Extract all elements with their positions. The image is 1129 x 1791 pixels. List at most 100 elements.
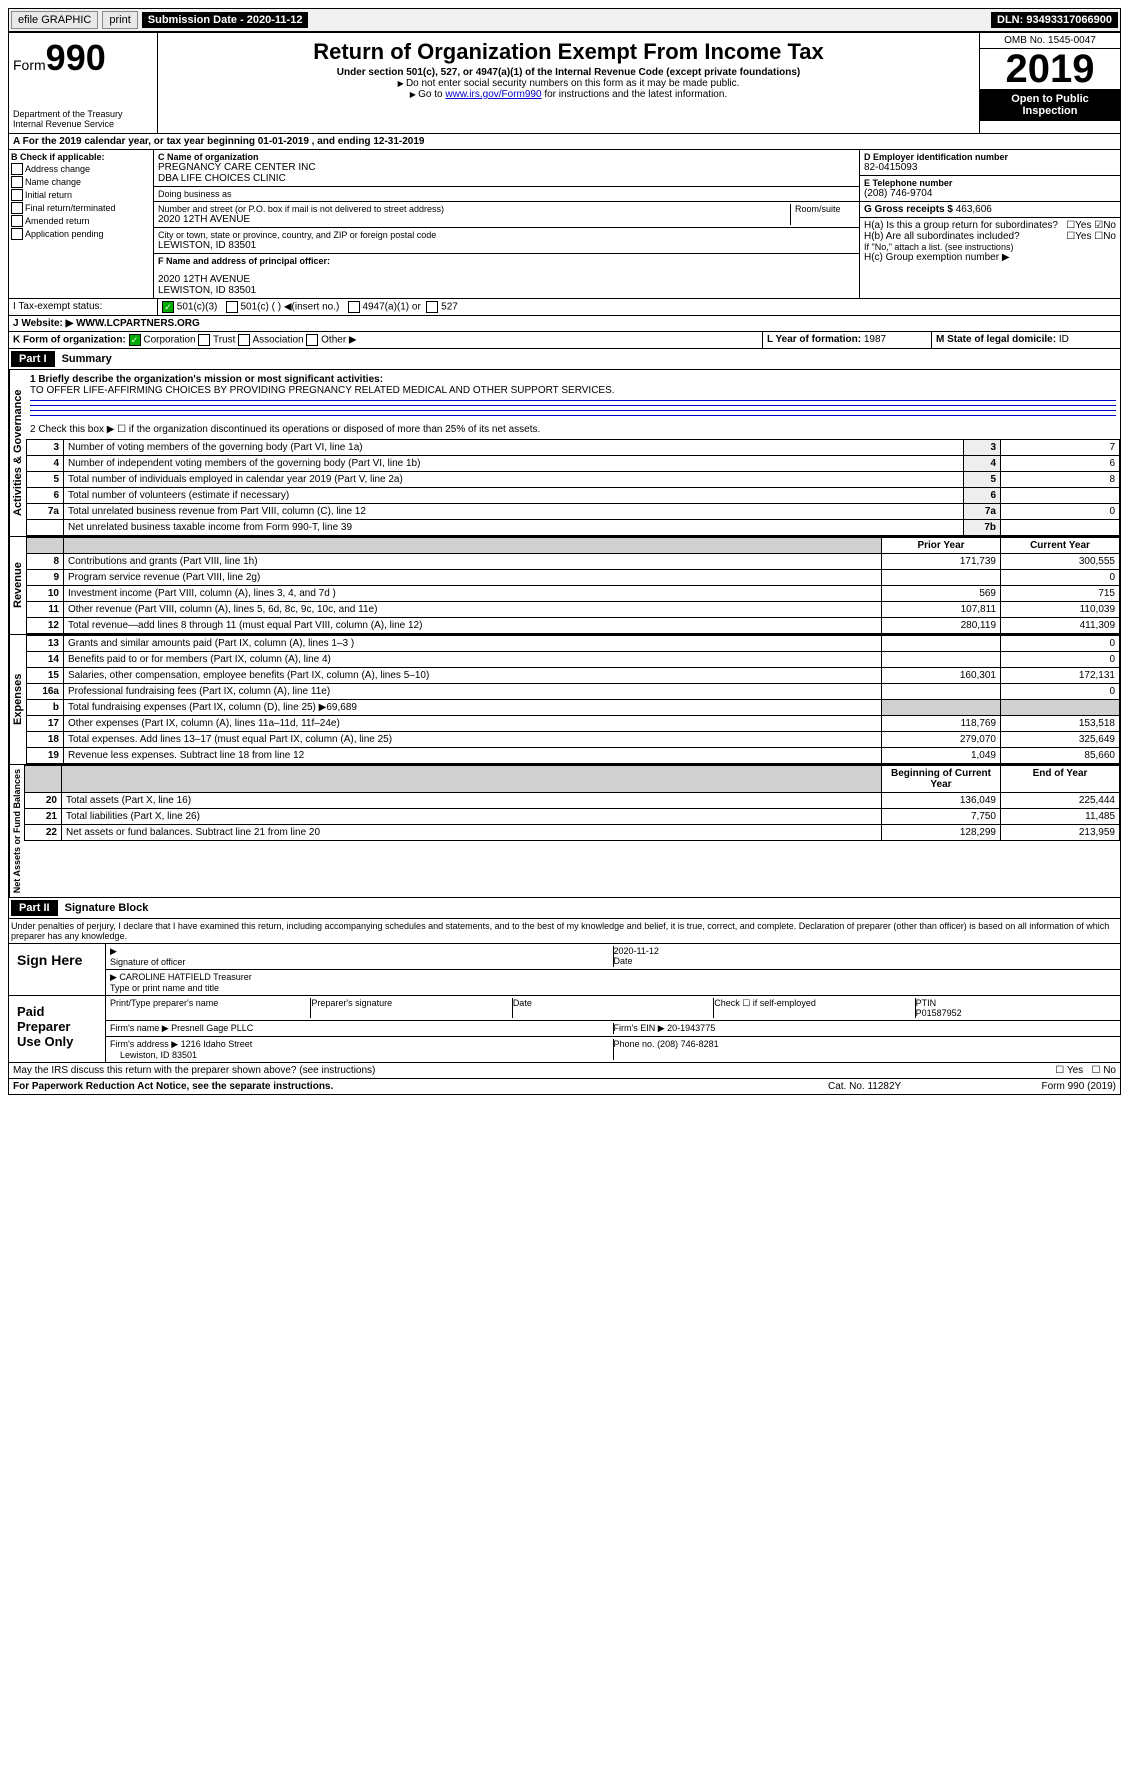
hc-label: H(c) Group exemption number [864, 252, 999, 263]
city-label: City or town, state or province, country… [158, 230, 855, 240]
officer-addr2: LEWISTON, ID 83501 [158, 285, 855, 296]
revenue-section: Revenue Prior YearCurrent Year8Contribut… [8, 537, 1121, 635]
prep-check-label: Check ☐ if self-employed [714, 998, 915, 1018]
checkbox[interactable] [11, 228, 23, 240]
part1-header-row: Part I Summary [8, 349, 1121, 370]
tax-year: 2019 [980, 49, 1120, 89]
governance-section: Activities & Governance 1 Briefly descri… [8, 370, 1121, 537]
room-label: Room/suite [790, 204, 855, 225]
check-line: Name change [11, 176, 151, 188]
c-name-label: C Name of organization [158, 152, 855, 162]
chk-assoc[interactable] [238, 334, 250, 346]
header-right: OMB No. 1545-0047 2019 Open to Public In… [979, 33, 1120, 133]
table-row: 19Revenue less expenses. Subtract line 1… [27, 748, 1120, 764]
section-i-row: I Tax-exempt status: ✓ 501(c)(3) 501(c) … [8, 299, 1121, 316]
hb-answer: ☐Yes ☐No [1066, 231, 1116, 242]
dba-label: Doing business as [158, 189, 855, 199]
chk-501c[interactable] [226, 301, 238, 313]
open-public: Open to Public Inspection [980, 89, 1120, 121]
checkbox[interactable] [11, 202, 23, 214]
check-line: Initial return [11, 189, 151, 201]
discuss-label: May the IRS discuss this return with the… [9, 1063, 1051, 1078]
table-row: 22Net assets or fund balances. Subtract … [25, 825, 1120, 841]
section-b: B Check if applicable: Address change Na… [9, 150, 154, 298]
table-row: Net unrelated business taxable income fr… [27, 520, 1120, 536]
irs-link[interactable]: www.irs.gov/Form990 [445, 89, 541, 100]
table-row: 11Other revenue (Part VIII, column (A), … [27, 602, 1120, 618]
form-subtitle: Under section 501(c), 527, or 4947(a)(1)… [162, 67, 975, 78]
table-row: 12Total revenue—add lines 8 through 11 (… [27, 618, 1120, 634]
firm-ein: 20-1943775 [667, 1023, 715, 1033]
firm-ein-label: Firm's EIN [614, 1023, 656, 1033]
opt2-note: (insert no.) [292, 302, 340, 313]
note-link: Go to www.irs.gov/Form990 for instructio… [162, 89, 975, 100]
mission-text: TO OFFER LIFE-AFFIRMING CHOICES BY PROVI… [30, 385, 1116, 396]
opt-527: 527 [441, 302, 458, 313]
line1-label: 1 Briefly describe the organization's mi… [30, 374, 1116, 385]
irs-label: Internal Revenue Service [13, 119, 153, 129]
k-label: K Form of organization: [13, 335, 126, 346]
table-header: Beginning of Current YearEnd of Year [25, 766, 1120, 793]
firm-name: Presnell Gage PLLC [171, 1023, 253, 1033]
hb-note: If "No," attach a list. (see instruction… [864, 242, 1116, 252]
m-label: M State of legal domicile: [936, 334, 1056, 345]
ha-label: H(a) Is this a group return for subordin… [864, 220, 1058, 231]
ptin: P01587952 [916, 1008, 962, 1018]
paperwork-notice: For Paperwork Reduction Act Notice, see … [9, 1079, 824, 1094]
revenue-label: Revenue [9, 537, 26, 634]
expenses-label: Expenses [9, 635, 26, 764]
footer-row: For Paperwork Reduction Act Notice, see … [8, 1079, 1121, 1095]
ha-answer: ☐Yes ☑No [1066, 220, 1116, 231]
officer-addr1: 2020 12TH AVENUE [158, 274, 855, 285]
cat-no: Cat. No. 11282Y [824, 1079, 972, 1094]
governance-label: Activities & Governance [9, 370, 26, 536]
i-label: I Tax-exempt status: [9, 299, 158, 315]
firm-addr1: 1216 Idaho Street [181, 1039, 253, 1049]
part2-header-row: Part II Signature Block [8, 898, 1121, 919]
table-row: 14Benefits paid to or for members (Part … [27, 652, 1120, 668]
checkbox[interactable] [11, 176, 23, 188]
chk-501c3[interactable]: ✓ [162, 301, 174, 313]
print-button[interactable]: print [102, 11, 137, 29]
part1-title: Summary [62, 353, 112, 365]
paid-preparer-block: Paid Preparer Use Only Print/Type prepar… [8, 996, 1121, 1063]
chk-4947[interactable] [348, 301, 360, 313]
opt-corp: Corporation [143, 335, 195, 346]
table-row: 6Total number of volunteers (estimate if… [27, 488, 1120, 504]
state-domicile: ID [1059, 334, 1069, 345]
checkbox[interactable] [11, 189, 23, 201]
section-j-row: J Website: ▶ WWW.LCPARTNERS.ORG [8, 316, 1121, 332]
check-line: Application pending [11, 228, 151, 240]
note-ssn: Do not enter social security numbers on … [162, 78, 975, 89]
netassets-section: Net Assets or Fund Balances Beginning of… [8, 765, 1121, 898]
form-label: Form [13, 57, 46, 73]
header-left: Form990 Department of the Treasury Inter… [9, 33, 158, 133]
i-options: ✓ 501(c)(3) 501(c) ( ) ◀(insert no.) 494… [158, 299, 1120, 315]
table-row: 13Grants and similar amounts paid (Part … [27, 636, 1120, 652]
prep-phone: (208) 746-8281 [657, 1039, 719, 1049]
ptin-label: PTIN [916, 998, 937, 1008]
table-row: 21Total liabilities (Part X, line 26)7,7… [25, 809, 1120, 825]
table-row: 15Salaries, other compensation, employee… [27, 668, 1120, 684]
hb-label: H(b) Are all subordinates included? [864, 231, 1020, 242]
period-row: A For the 2019 calendar year, or tax yea… [8, 134, 1121, 150]
submission-date: Submission Date - 2020-11-12 [142, 12, 309, 28]
checkbox[interactable] [11, 215, 23, 227]
check-label: Application pending [25, 229, 104, 239]
chk-other[interactable] [306, 334, 318, 346]
section-c: C Name of organization PREGNANCY CARE CE… [154, 150, 859, 298]
chk-527[interactable] [426, 301, 438, 313]
discuss-row: May the IRS discuss this return with the… [8, 1063, 1121, 1079]
j-label: J Website: [13, 318, 63, 329]
table-row: 20Total assets (Part X, line 16)136,0492… [25, 793, 1120, 809]
expenses-table: 13Grants and similar amounts paid (Part … [26, 635, 1120, 764]
chk-trust[interactable] [198, 334, 210, 346]
efile-button[interactable]: efile GRAPHIC [11, 11, 98, 29]
checkbox[interactable] [11, 163, 23, 175]
website: WWW.LCPARTNERS.ORG [76, 318, 200, 329]
check-line: Address change [11, 163, 151, 175]
chk-corp[interactable]: ✓ [129, 334, 141, 346]
table-row: 10Investment income (Part VIII, column (… [27, 586, 1120, 602]
gross-receipts: 463,606 [956, 204, 992, 215]
year-formation: 1987 [864, 334, 886, 345]
